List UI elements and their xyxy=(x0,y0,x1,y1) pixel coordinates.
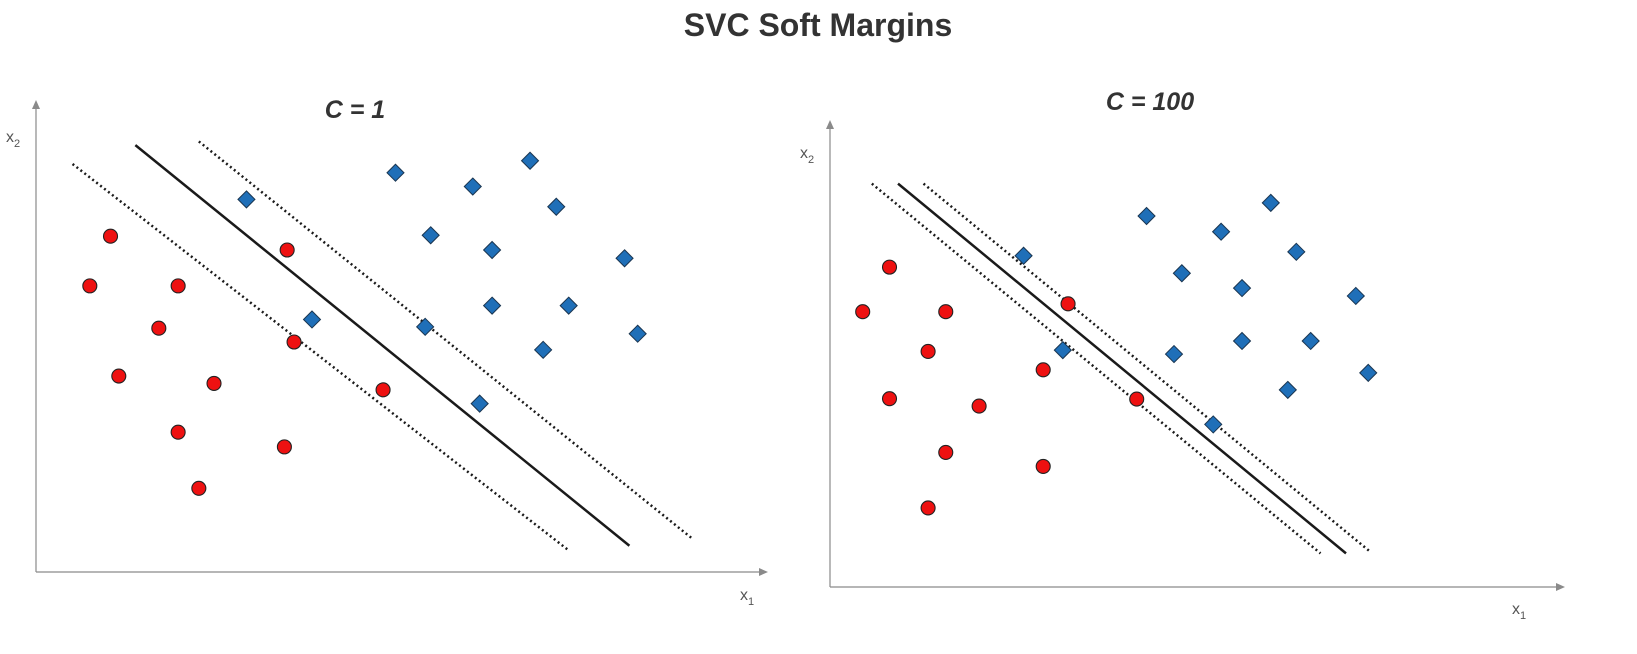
blue-diamond-point xyxy=(386,163,405,182)
y-axis-label: x2 xyxy=(800,145,814,166)
red-circle-point xyxy=(938,444,954,460)
blue-diamond-point xyxy=(1204,415,1223,434)
blue-diamond-point xyxy=(302,310,322,329)
red-circle-point xyxy=(881,391,898,407)
blue-diamond-point xyxy=(547,197,566,216)
blue-diamond-point xyxy=(1232,278,1252,298)
red-circle-point xyxy=(191,480,207,496)
y-axis-label-subscript: 2 xyxy=(808,154,814,166)
red-circle-point xyxy=(938,304,954,320)
decision-boundary-line xyxy=(134,144,631,547)
blue-diamond-point xyxy=(1014,246,1033,265)
red-circle-point xyxy=(286,334,302,350)
red-circle-point xyxy=(971,398,987,414)
red-circle-point xyxy=(170,278,186,294)
margin-line xyxy=(71,162,570,552)
x-axis-label-base: x xyxy=(1512,601,1520,618)
blue-diamond-point xyxy=(1172,264,1192,283)
red-circle-point xyxy=(881,259,898,275)
y-axis-label-base: x xyxy=(6,129,14,146)
y-axis-label: x2 xyxy=(6,129,20,150)
panel-title: C = 1 xyxy=(325,96,385,124)
blue-diamond-point xyxy=(482,296,502,315)
blue-diamond-point xyxy=(533,340,553,360)
red-circle-point xyxy=(276,439,292,455)
blue-diamond-point xyxy=(1137,206,1156,226)
red-circle-point xyxy=(855,304,871,320)
x-axis-label: x1 xyxy=(1512,601,1526,622)
x-axis-arrow-icon xyxy=(759,568,768,576)
red-circle-point xyxy=(1129,391,1145,407)
blue-diamond-point xyxy=(615,249,634,268)
blue-diamond-point xyxy=(1232,331,1252,351)
blue-diamond-point xyxy=(559,296,578,315)
blue-diamond-point xyxy=(421,226,440,245)
x-axis-arrow-icon xyxy=(1556,583,1565,591)
blue-diamond-point xyxy=(1287,242,1306,262)
red-circle-point xyxy=(151,320,167,336)
red-circle-point xyxy=(82,278,98,294)
y-axis-label-subscript: 2 xyxy=(14,138,20,150)
blue-diamond-point xyxy=(1278,380,1298,400)
red-circle-point xyxy=(375,382,391,398)
blue-diamond-point xyxy=(1301,331,1320,351)
red-circle-point xyxy=(206,375,222,391)
blue-diamond-point xyxy=(415,317,435,337)
red-circle-point xyxy=(1035,362,1051,378)
blue-diamond-point xyxy=(1359,363,1378,383)
x-axis-label: x1 xyxy=(740,587,754,608)
blue-diamond-point xyxy=(463,177,482,196)
blue-diamond-point xyxy=(482,240,502,260)
red-circle-point xyxy=(102,228,119,244)
margin-line xyxy=(198,140,693,539)
y-axis-label-base: x xyxy=(800,145,808,162)
red-circle-point xyxy=(1035,458,1051,474)
red-circle-point xyxy=(920,343,936,360)
blue-diamond-point xyxy=(237,190,256,209)
blue-diamond-point xyxy=(628,324,647,343)
x-axis-label-base: x xyxy=(740,587,748,604)
decision-boundary-line xyxy=(897,182,1347,555)
blue-diamond-point xyxy=(1211,222,1231,241)
blue-diamond-point xyxy=(1346,286,1366,306)
main-title: SVC Soft Margins xyxy=(684,7,952,43)
red-circle-point xyxy=(1060,296,1076,312)
blue-diamond-point xyxy=(520,151,540,170)
red-circle-point xyxy=(111,368,127,384)
x-axis-label-subscript: 1 xyxy=(1520,610,1526,622)
blue-diamond-point xyxy=(1053,340,1073,360)
red-circle-point xyxy=(920,500,936,516)
blue-diamond-point xyxy=(470,394,489,413)
red-circle-point xyxy=(279,242,295,258)
y-axis-arrow-icon xyxy=(32,100,40,109)
y-axis-arrow-icon xyxy=(826,120,834,129)
margin-line xyxy=(922,182,1371,553)
x-axis-label-subscript: 1 xyxy=(748,596,754,608)
panel-title: C = 100 xyxy=(1106,88,1194,116)
blue-diamond-point xyxy=(1261,193,1281,213)
red-circle-point xyxy=(170,424,186,440)
margin-line xyxy=(871,182,1322,555)
blue-diamond-point xyxy=(1164,344,1184,364)
